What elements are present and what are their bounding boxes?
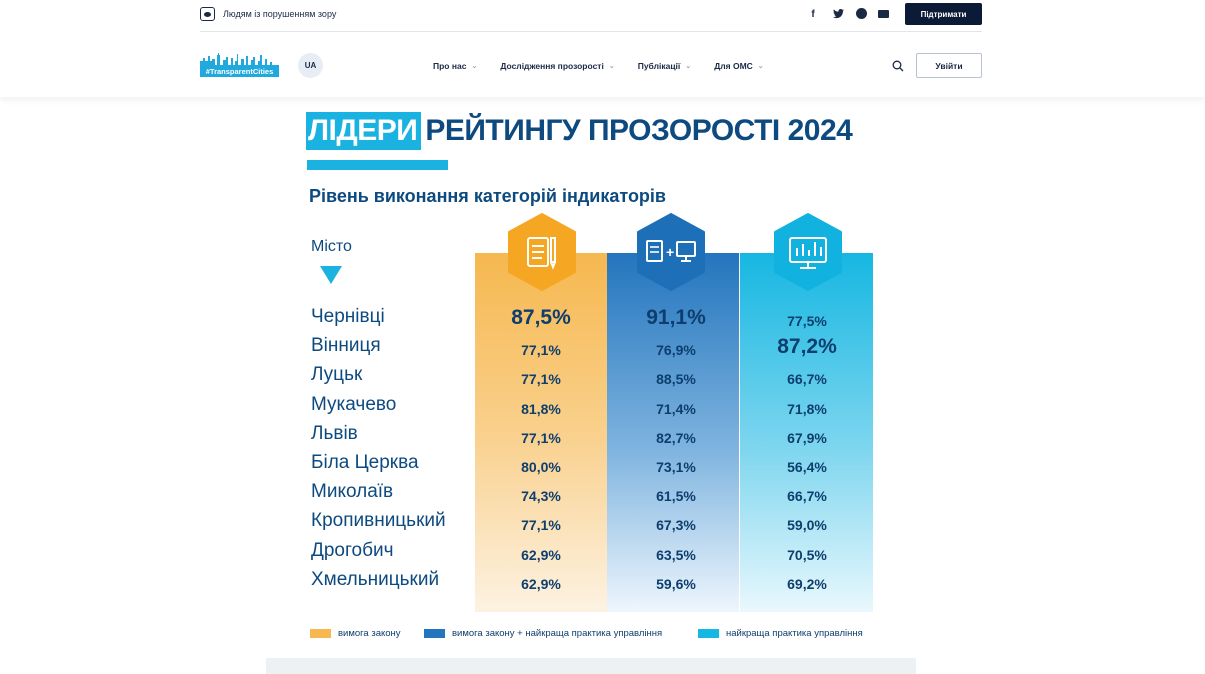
value-cell: 87,2%	[777, 335, 837, 359]
column-law-best	[607, 253, 739, 612]
value-cell: 66,7%	[787, 371, 827, 388]
legend-item-law: вимога закону	[310, 628, 401, 639]
column-best	[740, 253, 873, 612]
value-cell: 77,1%	[521, 429, 561, 446]
value-cell: 91,1%	[646, 306, 706, 329]
search-icon[interactable]	[892, 60, 904, 72]
svg-text:+: +	[666, 244, 674, 260]
title-rest: РЕЙТИНГУ ПРОЗОРОСТІ 2024	[425, 114, 853, 147]
city-name: Чернівці	[311, 306, 385, 327]
legend-item-best: найкраща практика управління	[698, 628, 863, 639]
value-cell: 73,1%	[656, 459, 696, 475]
menu-item-label: Публікації	[637, 61, 681, 71]
value-cell: 59,0%	[787, 517, 827, 534]
value-cell: 71,4%	[656, 400, 696, 417]
social-links: f	[806, 7, 889, 21]
menu-item-label: Дослідження прозорості	[500, 61, 604, 71]
value-cell: 67,9%	[787, 429, 827, 446]
city-name: Луцьк	[311, 364, 363, 386]
value-cell: 56,4%	[787, 459, 827, 475]
main-nav: #TransparentCities UA Про нас ⌄ Досліджен…	[0, 32, 1205, 97]
value-cell: 74,3%	[521, 488, 561, 505]
title-underline	[307, 160, 448, 170]
language-switch[interactable]: UA	[298, 53, 323, 78]
value-cell: 67,3%	[656, 517, 696, 534]
city-name: Вінниця	[311, 335, 381, 357]
value-cell: 61,5%	[656, 488, 696, 505]
eye-icon	[200, 7, 215, 21]
value-cell: 77,1%	[521, 342, 561, 359]
legend-swatch	[310, 629, 331, 638]
menu-item-label: Для ОМС	[714, 61, 753, 71]
value-cell: 76,9%	[656, 342, 696, 359]
page-title: ЛІДЕРИ РЕЙТИНГУ ПРОЗОРОСТІ 2024	[306, 112, 853, 150]
arrow-down-icon	[320, 266, 342, 284]
chevron-down-icon: ⌄	[685, 63, 692, 70]
value-cell: 66,7%	[787, 488, 827, 505]
menu-item-research[interactable]: Дослідження прозорості ⌄	[500, 61, 614, 71]
twitter-icon[interactable]	[831, 7, 845, 21]
menu-item-label: Про нас	[433, 61, 467, 71]
city-name: Кропивницький	[311, 510, 446, 532]
document-plus-monitor-icon: +	[636, 213, 706, 291]
value-cell: 87,5%	[511, 306, 571, 329]
title-highlight: ЛІДЕРИ	[306, 112, 422, 150]
city-name: Львів	[311, 422, 358, 444]
value-cell: 80,0%	[521, 459, 561, 475]
city-name: Хмельницький	[311, 568, 440, 590]
city-name: Мукачево	[311, 393, 397, 415]
legend-swatch	[698, 629, 719, 638]
mail-icon[interactable]	[878, 10, 889, 18]
value-cell: 88,5%	[656, 371, 696, 388]
main-menu: Про нас ⌄ Дослідження прозорості ⌄ Публіка…	[433, 61, 764, 71]
site-logo[interactable]: #TransparentCities	[200, 52, 279, 77]
legend-label: вимога закону + найкраща практика управл…	[452, 628, 663, 639]
subtitle: Рівень виконання категорій індикаторів	[309, 186, 666, 206]
chevron-down-icon: ⌄	[757, 63, 764, 70]
column-law	[475, 253, 607, 612]
value-cell: 63,5%	[656, 546, 696, 563]
city-name: Біла Церква	[311, 452, 419, 473]
menu-item-for-oms[interactable]: Для ОМС ⌄	[714, 61, 763, 71]
city-column-header: Місто	[311, 238, 352, 255]
document-icon	[507, 213, 577, 291]
menu-item-about[interactable]: Про нас ⌄	[433, 61, 477, 71]
value-cell: 77,5%	[787, 313, 827, 329]
value-cell: 82,7%	[656, 429, 696, 446]
chevron-down-icon: ⌄	[471, 63, 478, 70]
skyline-icon	[200, 53, 272, 66]
legend-label: вимога закону	[338, 628, 401, 639]
support-button[interactable]: Підтримати	[905, 3, 982, 25]
value-cell: 77,1%	[521, 517, 561, 534]
viber-icon[interactable]	[856, 8, 867, 19]
value-cell: 77,1%	[521, 371, 561, 388]
city-name: Миколаїв	[311, 481, 394, 503]
value-cell: 62,9%	[521, 546, 561, 563]
login-button[interactable]: Увійти	[916, 53, 982, 78]
legend-swatch	[424, 629, 445, 638]
facebook-icon[interactable]: f	[811, 8, 815, 20]
accessibility-link[interactable]: Людям із порушенням зору	[200, 7, 336, 21]
value-cell: 70,5%	[787, 546, 827, 563]
value-cell: 69,2%	[787, 575, 827, 592]
city-name: Дрогобич	[311, 539, 394, 561]
legend-label: найкраща практика управління	[726, 628, 863, 639]
monitor-chart-icon	[773, 213, 843, 291]
chevron-down-icon: ⌄	[608, 63, 615, 70]
value-cell: 62,9%	[521, 575, 561, 592]
legend-item-law-best: вимога закону + найкраща практика управл…	[424, 628, 662, 639]
accessibility-label: Людям із порушенням зору	[223, 9, 337, 19]
value-cell: 59,6%	[656, 575, 696, 592]
value-cell: 81,8%	[521, 400, 561, 417]
top-bar: Людям із порушенням зору f Підтримати	[200, 0, 982, 32]
logo-text: #TransparentCities	[200, 65, 279, 77]
value-cell: 71,8%	[787, 400, 827, 417]
menu-item-publications[interactable]: Публікації ⌄	[638, 61, 691, 71]
content-divider	[266, 658, 916, 674]
